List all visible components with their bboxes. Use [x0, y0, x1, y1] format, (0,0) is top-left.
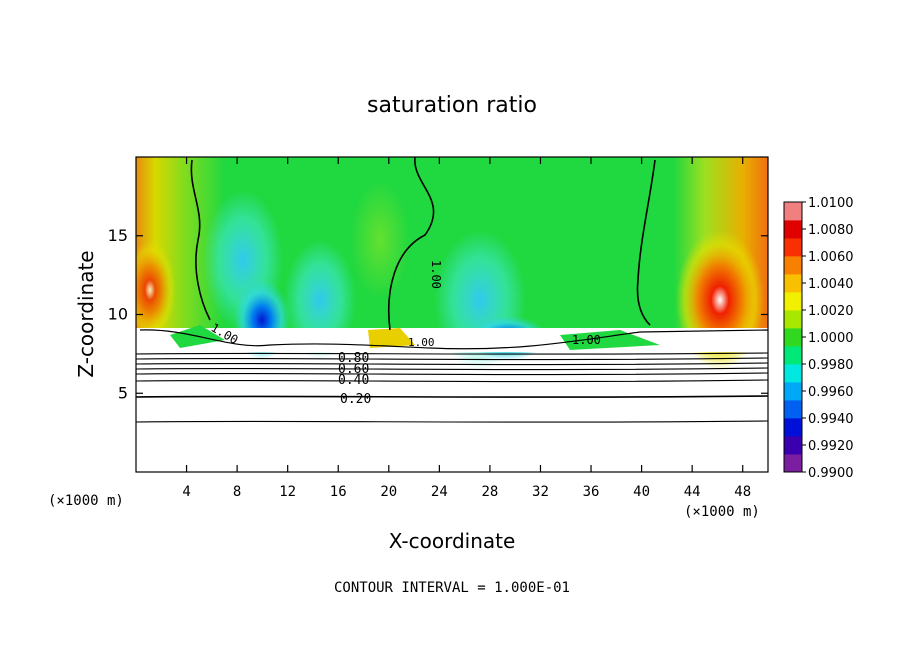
colorbar-swatch	[784, 400, 802, 419]
x-axis-label: X-coordinate	[389, 529, 516, 553]
moist-region	[136, 240, 176, 340]
contour-line	[136, 357, 768, 361]
colorbar-label: 1.0040	[808, 277, 854, 292]
cloud-edge	[560, 330, 660, 350]
colorbar-label: 1.0080	[808, 223, 854, 238]
contour-line	[136, 420, 768, 423]
colorbar-label: 1.0100	[808, 196, 854, 211]
x-tick-label: 32	[532, 484, 549, 500]
x-tick-label: 24	[431, 484, 448, 500]
contour-line	[136, 352, 768, 355]
colorbar-swatch	[784, 346, 802, 365]
y-tick-label: 15	[108, 226, 128, 245]
contour-label: 1.00	[572, 333, 601, 347]
x-tick-label: 12	[279, 484, 296, 500]
heatmap-field	[136, 157, 768, 423]
y-axis-label: Z-coordinate	[74, 250, 98, 377]
contour-line	[136, 362, 768, 366]
colorbar-label: 1.0060	[808, 250, 854, 265]
x-unit-left: (×1000 m)	[48, 493, 124, 509]
colorbar-swatch	[784, 328, 802, 347]
x-tick-label: 44	[684, 484, 701, 500]
contour-label: 1.00	[429, 260, 443, 289]
contour-interval-note: CONTOUR INTERVAL = 1.000E-01	[334, 580, 570, 596]
contour-line	[190, 159, 211, 321]
x-tick-label: 40	[633, 484, 650, 500]
contour-line	[136, 372, 768, 376]
contour-line	[139, 329, 768, 350]
colorbar-swatch	[784, 274, 802, 293]
colorbar-swatch	[784, 292, 802, 311]
colorbar-label: 1.0020	[808, 304, 854, 319]
chart-title: saturation ratio	[367, 93, 537, 118]
colorbar-swatch	[784, 256, 802, 275]
contour-label: 0.80	[338, 351, 369, 366]
x-tick-label: 4	[182, 484, 190, 500]
colorbar-label: 0.9980	[808, 358, 854, 373]
colorbar-label: 0.9960	[808, 385, 854, 400]
colorbar-label: 0.9920	[808, 439, 854, 454]
colorbar-swatch	[784, 418, 802, 437]
colorbar-swatch	[784, 238, 802, 257]
y-tick-label: 10	[108, 305, 128, 324]
colorbar-swatch	[784, 310, 802, 329]
x-axis: 4 8 12 16 20 24 28 32 36 40 44 48	[182, 157, 751, 500]
colorbar-swatch	[784, 220, 802, 239]
x-tick-label: 28	[481, 484, 498, 500]
contour-label: 0.20	[340, 392, 371, 407]
contour-line	[136, 395, 768, 398]
moist-region	[350, 180, 410, 300]
colorbar-label: 0.9940	[808, 412, 854, 427]
cloud-edge	[368, 328, 415, 348]
x-tick-label: 20	[380, 484, 397, 500]
x-tick-label: 48	[734, 484, 751, 500]
colorbar-label: 0.9900	[808, 466, 854, 481]
y-axis: 5 10 15	[108, 226, 768, 402]
colorbar: 1.0100 1.0080 1.0060 1.0040 1.0020 1.0000 0.99…	[783, 196, 854, 481]
colorbar-swatch	[784, 202, 802, 221]
y-tick-label: 5	[118, 383, 128, 402]
x-unit-right: (×1000 m)	[684, 504, 760, 520]
contour-line	[136, 379, 768, 383]
x-tick-label: 16	[330, 484, 347, 500]
x-tick-label: 8	[233, 484, 241, 500]
contour-line	[136, 367, 768, 371]
colorbar-swatch	[784, 382, 802, 401]
contour-line	[636, 159, 656, 326]
contour-label: 0.40	[338, 373, 369, 388]
colorbar-swatch	[784, 436, 802, 455]
contour-label: 0.60	[338, 362, 369, 377]
contour-label: 1.00	[408, 336, 435, 349]
colorbar-swatch	[784, 364, 802, 383]
colorbar-swatch	[784, 454, 802, 473]
contour-group	[136, 352, 768, 423]
colorbar-label: 1.0000	[808, 331, 854, 346]
x-tick-label: 36	[583, 484, 600, 500]
contour-line	[387, 157, 435, 331]
